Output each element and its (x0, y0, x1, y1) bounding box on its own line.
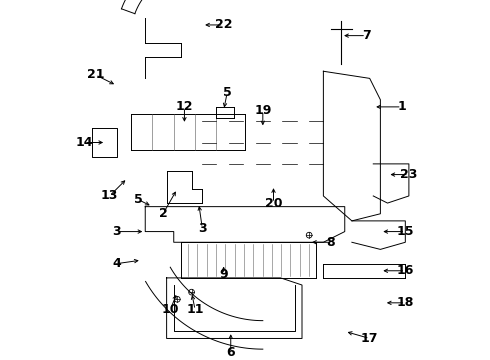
Text: 1: 1 (397, 100, 406, 113)
Text: 10: 10 (161, 303, 179, 316)
Text: 17: 17 (361, 332, 378, 345)
Text: 9: 9 (220, 268, 228, 281)
Text: 23: 23 (400, 168, 417, 181)
Text: 16: 16 (396, 264, 414, 277)
Text: 5: 5 (134, 193, 143, 206)
Text: 14: 14 (76, 136, 94, 149)
Text: 22: 22 (215, 18, 232, 31)
Text: 13: 13 (101, 189, 118, 202)
Text: 4: 4 (112, 257, 121, 270)
Text: 18: 18 (396, 296, 414, 309)
Text: 8: 8 (326, 236, 335, 249)
Text: 6: 6 (226, 346, 235, 359)
Text: 7: 7 (362, 29, 370, 42)
Text: 3: 3 (198, 221, 207, 234)
Text: 12: 12 (176, 100, 193, 113)
Text: 5: 5 (223, 86, 232, 99)
Text: 3: 3 (112, 225, 121, 238)
Text: 11: 11 (186, 303, 204, 316)
Text: 19: 19 (254, 104, 271, 117)
Text: 2: 2 (159, 207, 168, 220)
Text: 21: 21 (87, 68, 104, 81)
Text: 20: 20 (265, 197, 282, 210)
Text: 15: 15 (396, 225, 414, 238)
